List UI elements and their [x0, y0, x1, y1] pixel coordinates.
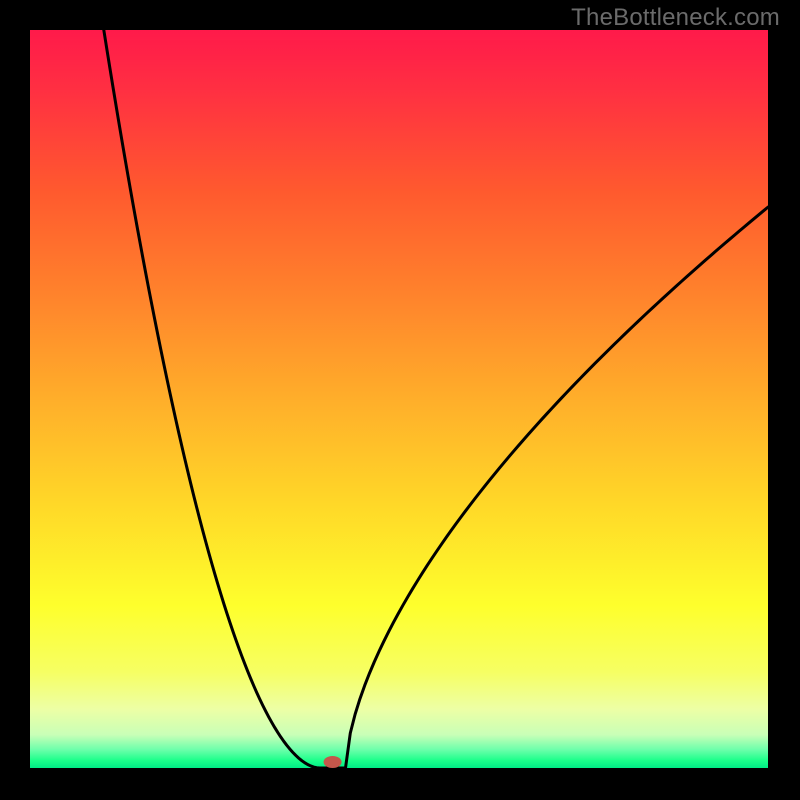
chart-container: TheBottleneck.com	[0, 0, 800, 800]
plot-background-gradient	[30, 30, 768, 768]
chart-svg	[0, 0, 800, 800]
watermark-text: TheBottleneck.com	[571, 4, 780, 32]
valley-marker	[324, 756, 342, 768]
